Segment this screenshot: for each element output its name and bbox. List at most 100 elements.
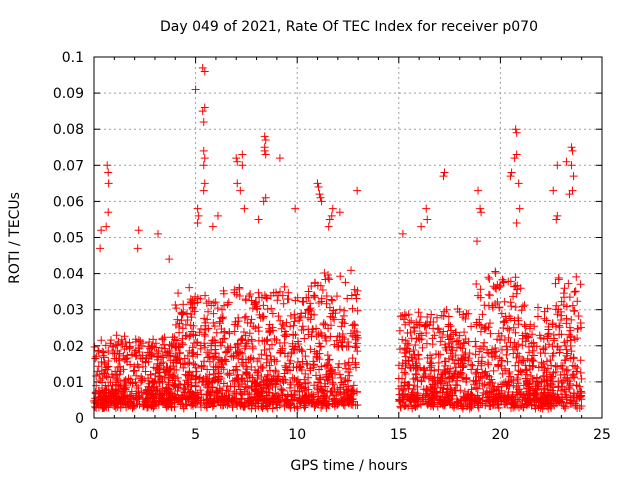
data-point [287,391,296,400]
data-point [295,313,304,322]
data-point [572,381,581,390]
data-point [199,161,208,170]
data-point [241,312,250,321]
data-point [244,400,253,409]
data-point [189,330,198,339]
data-point [150,377,159,386]
data-point [197,403,206,412]
data-point [418,343,427,352]
data-point [477,353,486,362]
data-point [540,393,549,402]
data-point [315,339,324,348]
data-point [473,237,482,246]
data-point [504,369,513,378]
data-point [261,394,270,403]
data-point [479,342,488,351]
data-point [95,389,104,398]
data-point [143,385,152,394]
data-point [548,386,557,395]
data-point [286,311,295,320]
data-point [306,315,315,324]
data-point [137,378,146,387]
data-point [314,182,323,191]
data-point [506,172,515,181]
data-point [333,400,342,409]
data-point [98,347,107,356]
data-point [198,63,207,72]
data-point [325,366,334,375]
data-point [540,314,549,323]
data-point [572,272,581,281]
data-point [298,297,307,306]
data-point [120,332,129,341]
data-point [279,299,288,308]
data-point [313,397,322,406]
data-point [335,359,344,368]
data-point [278,320,287,329]
data-point [307,310,316,319]
x-tick-label: 20 [491,427,509,443]
data-point [569,172,578,181]
data-point [462,309,471,318]
data-point [279,377,288,386]
data-point [169,362,178,371]
data-point [511,328,520,337]
data-point [165,255,174,264]
data-point [102,363,111,372]
data-point [289,330,298,339]
data-point [275,154,284,163]
data-point [196,325,205,334]
data-point [290,374,299,383]
data-point [118,340,127,349]
data-point [297,325,306,334]
data-point [170,365,179,374]
data-point [532,391,541,400]
data-point [263,370,272,379]
data-point [205,370,214,379]
data-point [440,357,449,366]
data-point [245,329,254,338]
data-point [276,346,285,355]
data-point [451,351,460,360]
data-point [178,338,187,347]
data-point [411,341,420,350]
data-point [476,344,485,353]
data-point [278,375,287,384]
data-point [247,337,256,346]
data-point [540,385,549,394]
data-point [337,338,346,347]
data-point [466,394,475,403]
data-point [413,375,422,384]
data-point [280,331,289,340]
data-point [507,396,516,405]
data-point [211,349,220,358]
data-point [320,379,329,388]
data-point [561,355,570,364]
data-point [123,357,132,366]
data-point [159,396,168,405]
data-point [502,350,511,359]
data-point [510,282,519,291]
data-point [489,348,498,357]
data-point [464,337,473,346]
data-point [484,360,493,369]
data-point [345,398,354,407]
data-point [333,385,342,394]
data-point [502,395,511,404]
data-point [223,382,232,391]
data-point [179,404,188,413]
data-point [270,334,279,343]
data-point [193,219,202,228]
data-point [325,215,334,224]
data-point [509,292,518,301]
data-point [268,309,277,318]
data-point [101,341,110,350]
data-point [410,327,419,336]
data-point [317,294,326,303]
data-point [246,290,255,299]
y-tick-label: 0 [75,411,84,427]
x-tick-label: 25 [593,427,611,443]
data-point [219,365,228,374]
data-point [417,331,426,340]
data-point [190,307,199,316]
